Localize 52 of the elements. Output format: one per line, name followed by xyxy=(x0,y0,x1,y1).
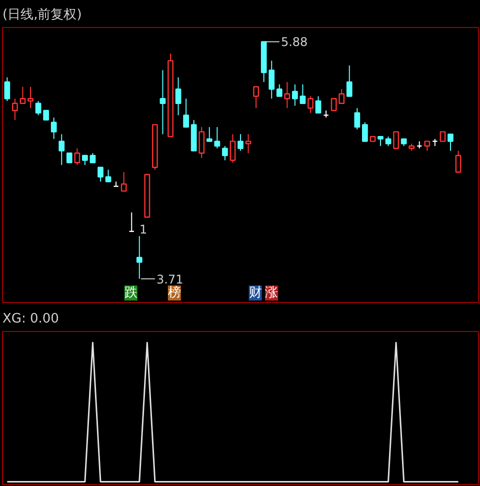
candlestick xyxy=(160,70,166,135)
candlestick xyxy=(183,98,189,128)
candlestick xyxy=(424,140,430,152)
candlestick xyxy=(222,146,228,161)
text: 财 xyxy=(248,286,262,301)
candlestick xyxy=(28,86,34,109)
text: 榜 xyxy=(168,286,181,301)
candlestick xyxy=(448,134,454,152)
candlestick xyxy=(12,98,18,120)
candlestick xyxy=(292,84,298,106)
candlestick xyxy=(238,134,244,152)
text: 涨 xyxy=(265,286,278,301)
candlestick xyxy=(276,84,282,97)
chart-title: XG: 0.00 xyxy=(2,312,59,326)
candlestick xyxy=(66,152,72,164)
candlestick xyxy=(175,76,182,116)
candlestick xyxy=(393,131,399,150)
candlestick xyxy=(378,136,384,147)
candlestick xyxy=(354,108,360,130)
candlestick xyxy=(300,84,306,104)
candlestick xyxy=(35,100,42,116)
candlestick xyxy=(230,134,236,164)
candlestick xyxy=(20,86,26,104)
candlestick xyxy=(346,64,352,97)
candlestick xyxy=(214,126,220,149)
candlestick xyxy=(105,169,112,182)
candlestick xyxy=(315,96,322,114)
candlestick xyxy=(253,86,259,109)
candlestick xyxy=(245,134,252,154)
candlestick xyxy=(90,152,96,164)
candlestick xyxy=(74,148,80,166)
candlestick xyxy=(198,126,205,158)
candlestick xyxy=(120,172,127,192)
candlestick xyxy=(136,236,142,280)
candlestick xyxy=(43,110,49,121)
candlestick xyxy=(58,134,65,166)
candlestick xyxy=(50,117,57,140)
chart-title: (日线,前复权) xyxy=(2,8,82,22)
candlestick xyxy=(385,136,392,147)
text: 跌 xyxy=(124,286,138,301)
annotation: 1 xyxy=(139,222,148,237)
candlestick xyxy=(440,131,446,142)
annotation: 5.88 xyxy=(280,35,308,50)
candlestick xyxy=(206,126,212,142)
candlestick xyxy=(4,76,10,102)
annotation: 3.71 xyxy=(156,272,184,286)
candlestick xyxy=(362,122,368,142)
candlestick xyxy=(82,154,88,166)
candlestick xyxy=(455,150,462,173)
candlestick xyxy=(284,82,290,109)
candlestick xyxy=(308,96,314,114)
candlestick xyxy=(98,166,104,182)
